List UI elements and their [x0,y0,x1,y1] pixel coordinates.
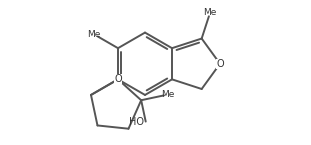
Text: O: O [216,59,224,69]
Text: Me: Me [161,90,174,99]
Text: HO: HO [129,117,144,127]
Text: Me: Me [87,30,101,39]
Text: Me: Me [203,8,217,17]
Text: O: O [114,74,122,84]
